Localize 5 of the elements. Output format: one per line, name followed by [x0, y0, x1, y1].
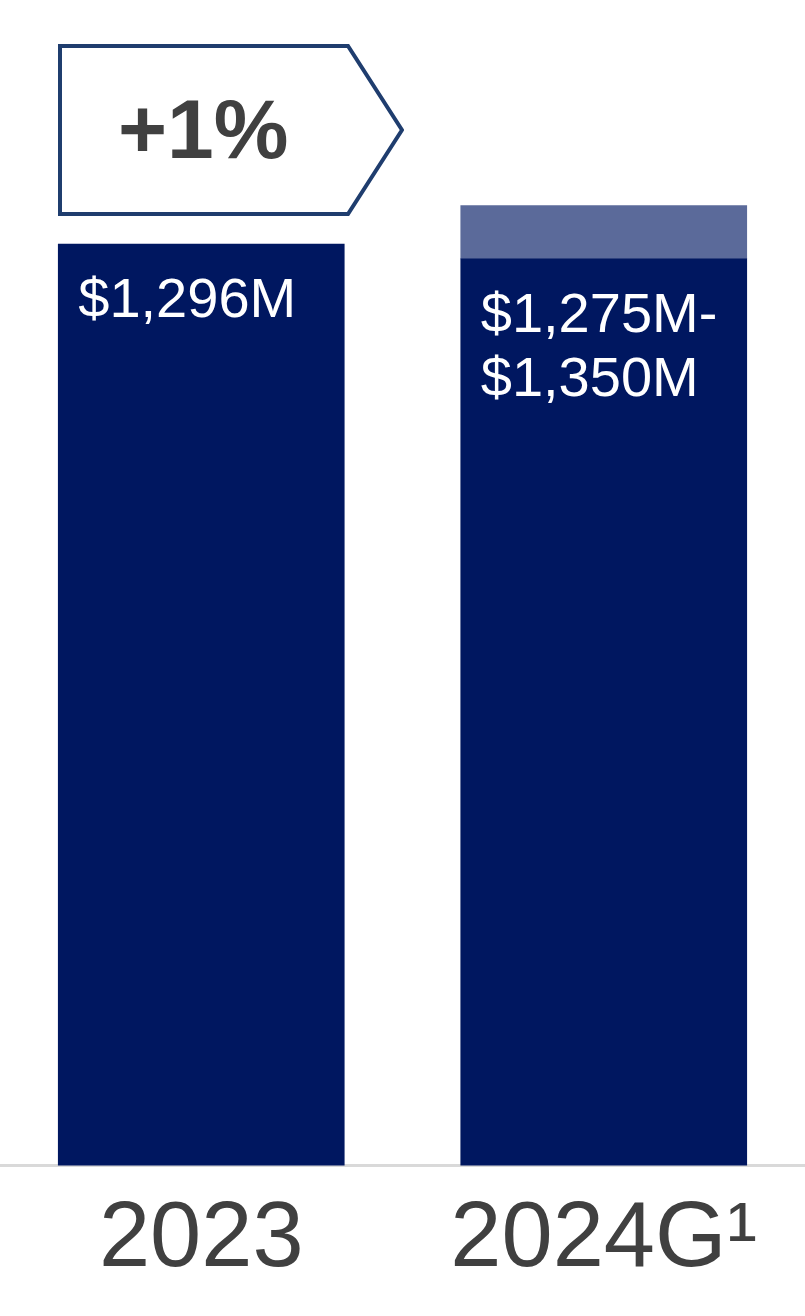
data-label: $1,296M — [78, 266, 297, 330]
x-tick-label: 2024G¹ — [450, 1183, 758, 1286]
arrow-tag-outline: +1% — [58, 43, 405, 216]
x-tick-label: 2023 — [98, 1183, 304, 1286]
annotation: $1,275M-$1,350M — [480, 281, 718, 409]
